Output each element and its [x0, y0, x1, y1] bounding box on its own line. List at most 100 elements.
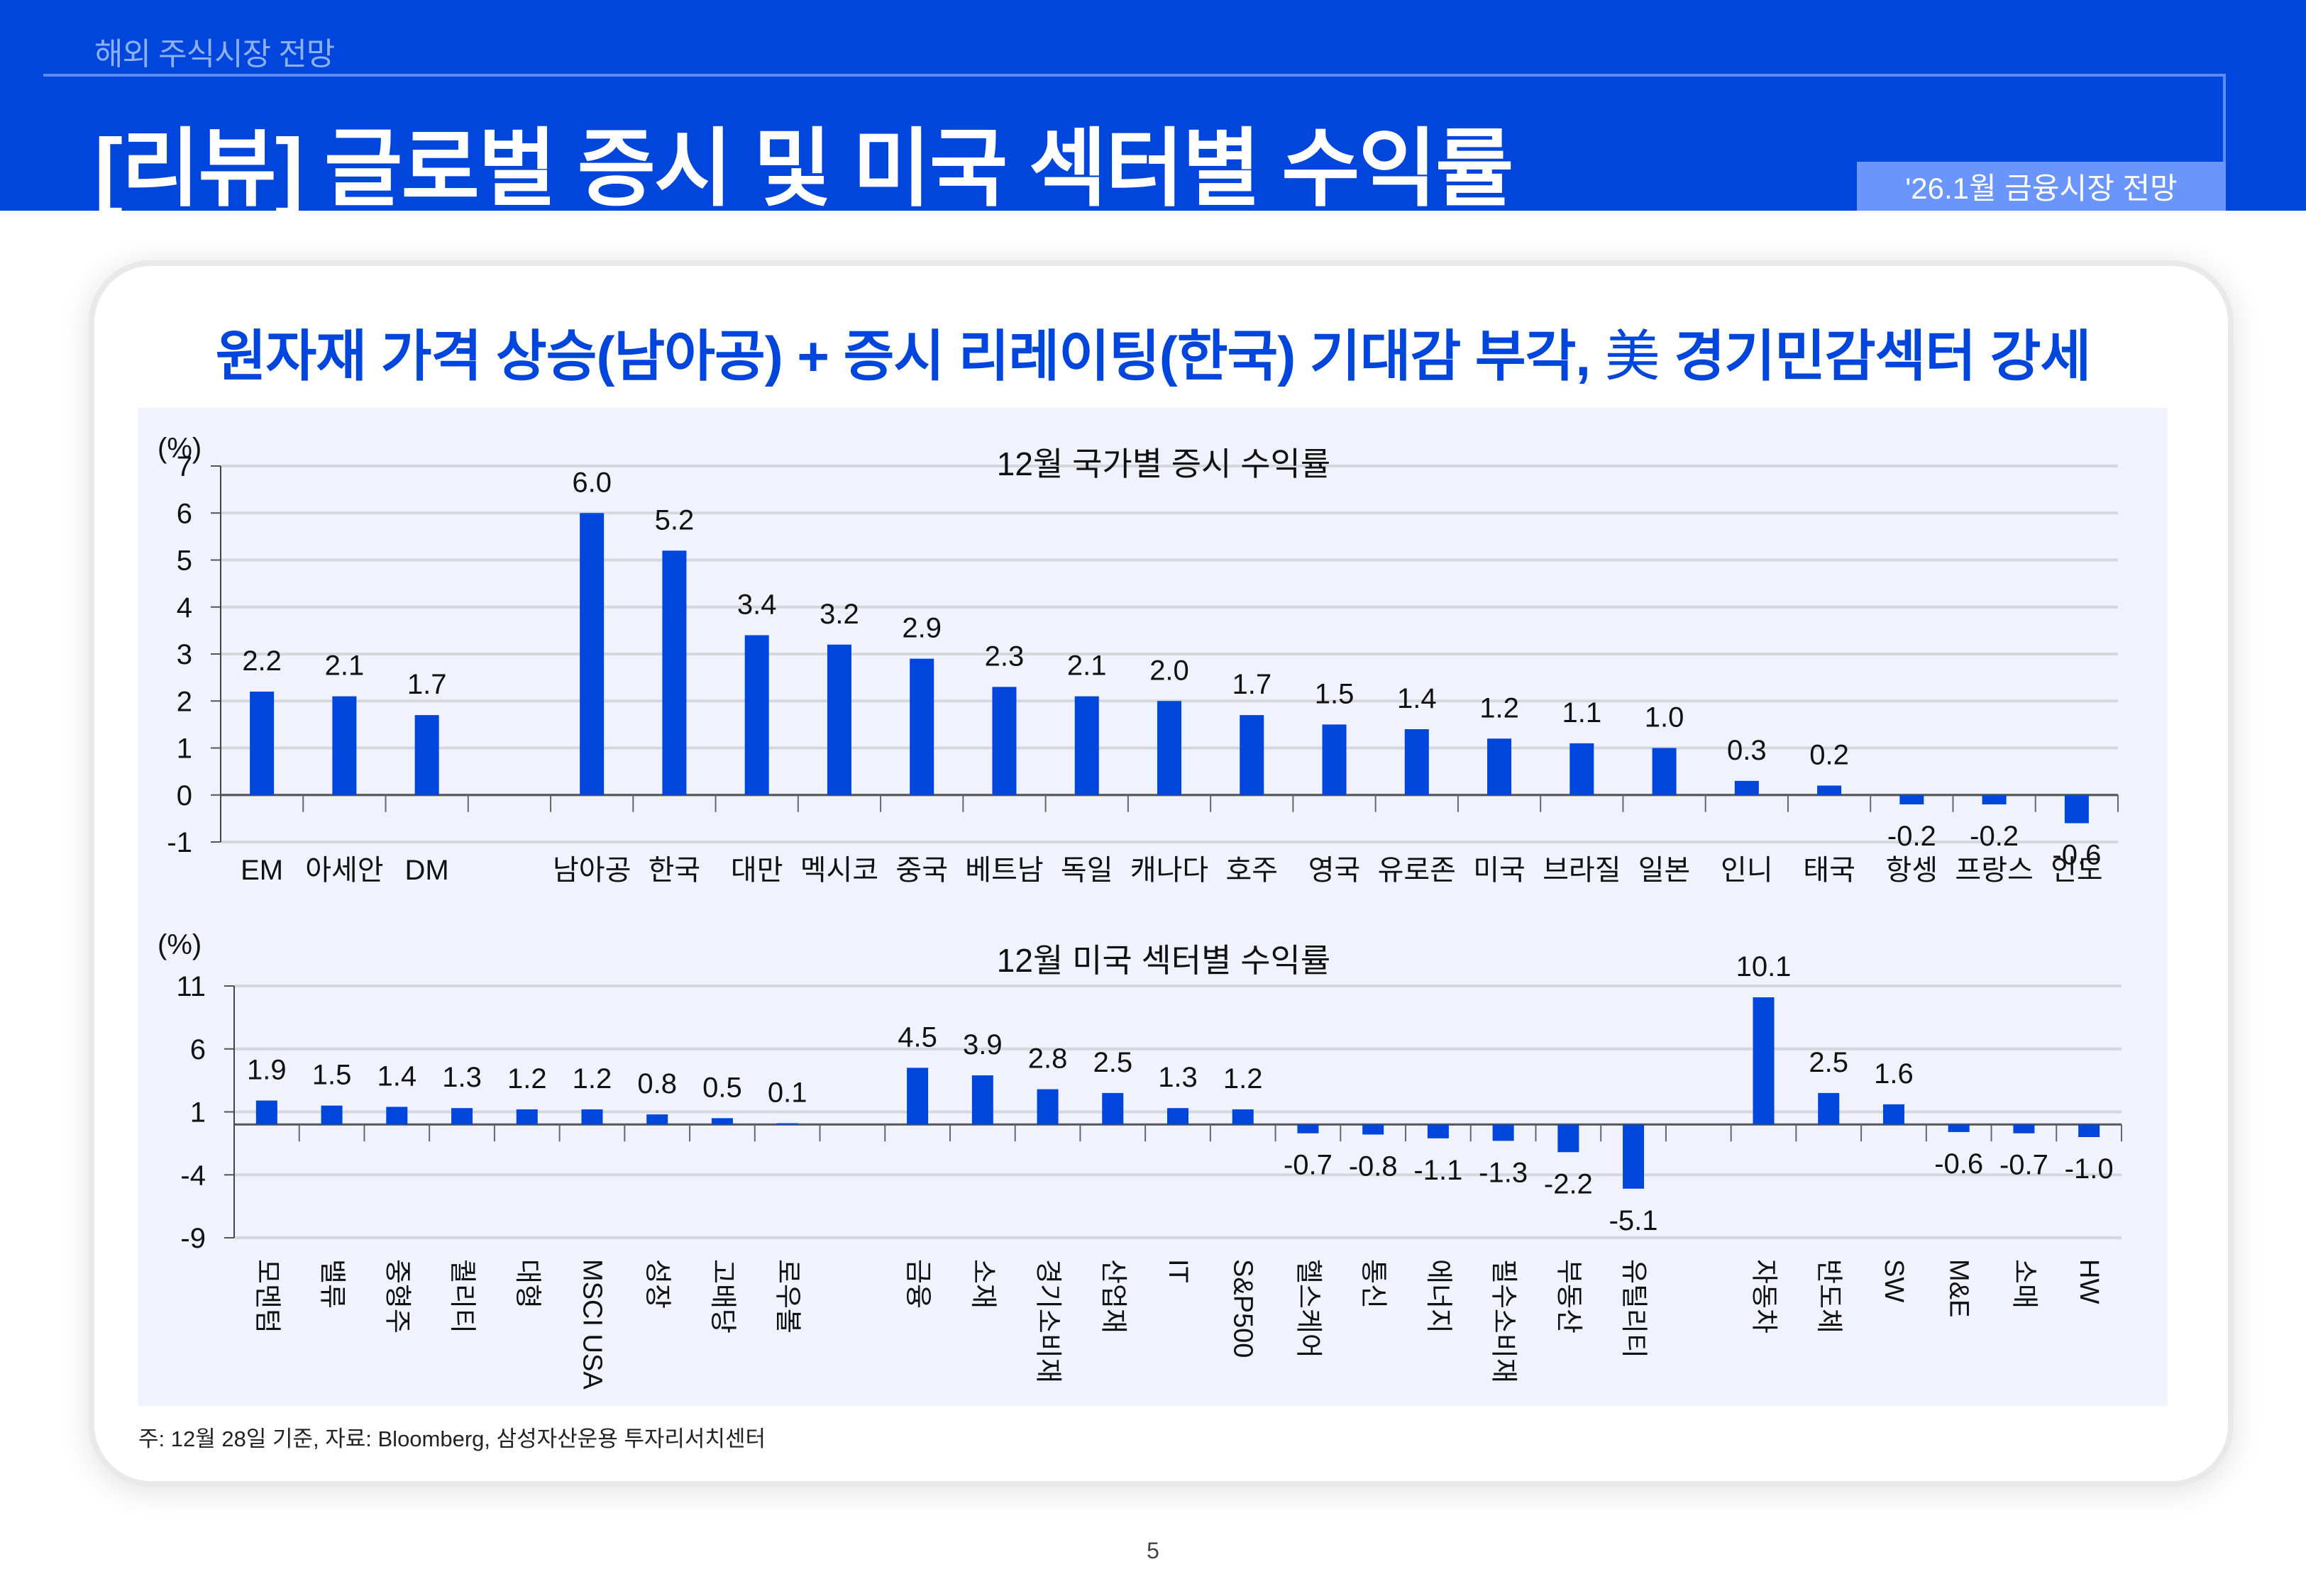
data-label: 1.2 [573, 1063, 612, 1095]
x-tick-label: 아세안 [305, 855, 383, 886]
data-label: 1.4 [377, 1060, 417, 1092]
bar [2013, 1124, 2035, 1134]
bar [250, 692, 275, 795]
x-tick-label: 로우볼 [773, 1259, 802, 1334]
y-tick-label: -9 [180, 1223, 206, 1254]
x-tick-label: 멕시코 [800, 855, 878, 886]
bar [1734, 780, 1759, 795]
data-label: 2.0 [1149, 655, 1189, 686]
data-label: 1.2 [1223, 1063, 1263, 1095]
bar [414, 715, 439, 795]
x-tick-label: 일본 [1638, 855, 1691, 886]
x-tick-label: 독일 [1061, 855, 1113, 886]
data-label: -0.7 [1999, 1150, 2048, 1181]
x-tick-label: 소매 [2009, 1259, 2039, 1309]
data-label: 2.1 [325, 650, 365, 682]
bar [1818, 1092, 1840, 1125]
data-label: 2.5 [1093, 1047, 1132, 1078]
bar [1157, 701, 1181, 795]
data-label: -5.1 [1609, 1205, 1658, 1236]
x-tick-label: 프랑스 [1955, 855, 2033, 886]
bar [971, 1075, 993, 1125]
data-label: 6.0 [572, 467, 612, 498]
data-label: 2.5 [1809, 1047, 1848, 1078]
bar [1899, 794, 1924, 804]
bar [321, 1105, 343, 1125]
x-tick-label: DM [405, 855, 449, 886]
y-tick-label: 3 [177, 639, 192, 670]
data-label: 0.1 [768, 1077, 807, 1108]
chart-panel [138, 408, 2168, 1406]
x-tick-label: S&P500 [1228, 1259, 1258, 1358]
data-label: -1.3 [1479, 1157, 1528, 1188]
x-tick-label: 인도 [2051, 855, 2103, 886]
x-tick-label: 금융 [903, 1259, 932, 1309]
x-tick-label: 베트남 [965, 855, 1043, 886]
x-tick-label: 유로존 [1378, 855, 1456, 886]
data-label: -0.6 [2052, 840, 2101, 871]
x-tick-label: 캐나다 [1130, 855, 1208, 886]
y-tick-label: 1 [177, 733, 192, 765]
data-label: 1.4 [1397, 683, 1437, 714]
bar [581, 1109, 603, 1125]
x-tick-label: M&E [1944, 1259, 1974, 1317]
data-label: 1.5 [312, 1060, 352, 1091]
x-tick-label: 유틸리티 [1618, 1259, 1648, 1358]
y-tick-label: 11 [176, 971, 206, 1002]
data-label: 1.6 [1874, 1058, 1914, 1090]
bar [1569, 743, 1594, 795]
footnote: 주: 12월 28일 기준, 자료: Bloomberg, 삼성자산운용 투자리… [138, 1426, 766, 1451]
bar [1557, 1124, 1579, 1153]
headline-part1: 원자재 가격 상승(남아공) + 증시 리레이팅(한국) 기대감 부각, [215, 325, 1605, 387]
bar [662, 550, 687, 795]
bar [776, 1123, 798, 1125]
data-label: 2.3 [985, 641, 1025, 672]
y-tick-label: 2 [177, 686, 192, 717]
y-unit-label: (%) [158, 433, 202, 464]
y-tick-label: 7 [177, 451, 192, 482]
x-tick-label: 영국 [1308, 855, 1361, 886]
data-label: 4.5 [898, 1021, 937, 1053]
x-tick-label: 소재 [968, 1259, 998, 1309]
data-label: 1.1 [1562, 697, 1601, 728]
x-tick-label: 한국 [649, 855, 701, 886]
bar [1362, 1124, 1384, 1135]
bar [1322, 724, 1347, 795]
x-tick-label: 퀄리티 [447, 1259, 477, 1334]
bar [2064, 794, 2089, 824]
section-label: 해외 주식시장 전망 [94, 37, 335, 72]
data-label: 0.3 [1727, 735, 1767, 766]
data-label: -0.6 [1934, 1148, 1983, 1180]
y-tick-label: 6 [190, 1034, 206, 1065]
bar [1492, 1124, 1514, 1141]
data-label: 1.5 [1315, 678, 1355, 709]
x-tick-label: MSCI USA [577, 1259, 607, 1390]
x-tick-label: 경기소비재 [1033, 1259, 1063, 1383]
x-tick-label: 밸류 [317, 1259, 347, 1309]
bar [1652, 748, 1677, 795]
data-label: -1.0 [2065, 1153, 2114, 1185]
bar [1623, 1124, 1645, 1189]
x-tick-label: 헬스케어 [1293, 1259, 1323, 1358]
bar [1982, 794, 2007, 804]
x-tick-label: 반도체 [1814, 1259, 1843, 1334]
data-label: 1.2 [507, 1063, 547, 1095]
bar [332, 696, 357, 795]
x-tick-label: 통신 [1358, 1259, 1388, 1309]
bar [2078, 1124, 2100, 1137]
data-label: 0.8 [637, 1068, 677, 1099]
data-label: 1.2 [1479, 692, 1519, 724]
x-tick-label: IT [1163, 1259, 1193, 1283]
data-label: -0.7 [1284, 1150, 1333, 1181]
data-label: 1.7 [407, 669, 447, 700]
bar [827, 644, 851, 795]
chart-title: 12월 미국 섹터별 수익률 [997, 942, 1330, 979]
data-label: 0.2 [1809, 740, 1849, 771]
bar [1753, 997, 1775, 1125]
y-tick-label: -4 [180, 1160, 206, 1191]
data-label: -2.2 [1544, 1168, 1593, 1199]
bar [451, 1108, 473, 1125]
x-tick-label: 인니 [1721, 855, 1773, 886]
x-tick-label: 대형 [512, 1259, 542, 1309]
